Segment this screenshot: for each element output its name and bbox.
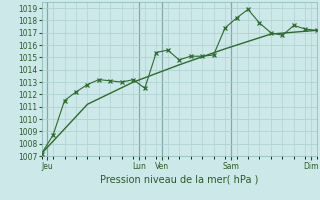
X-axis label: Pression niveau de la mer( hPa ): Pression niveau de la mer( hPa ) xyxy=(100,175,258,185)
